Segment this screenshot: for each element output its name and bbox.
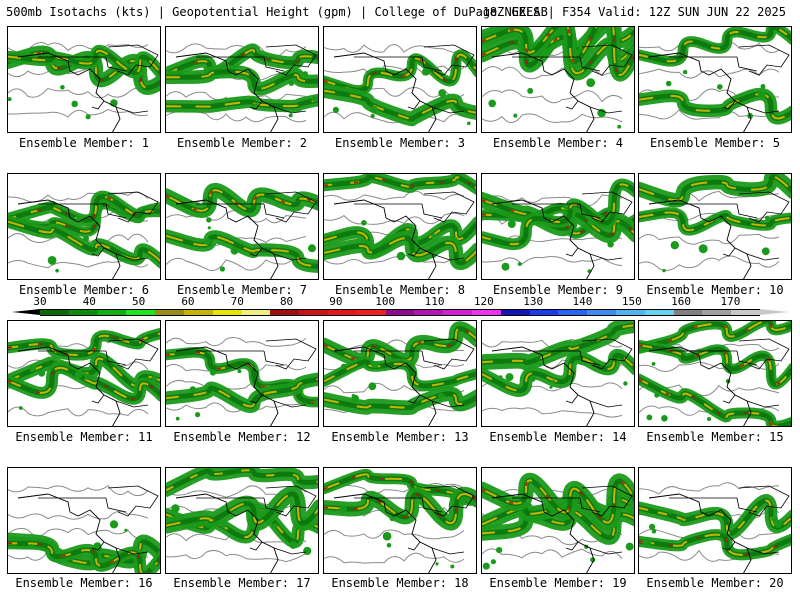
colorbar-tick-label: 60 xyxy=(181,295,195,308)
ensemble-member-label: Ensemble Member: 4 xyxy=(492,136,624,150)
colorbar-segment xyxy=(356,309,387,316)
colorbar-segment xyxy=(155,309,185,316)
ensemble-map-panel xyxy=(7,26,161,133)
ensemble-member-label: Ensemble Member: 5 xyxy=(649,136,781,150)
colorbar-segment xyxy=(97,309,127,316)
ensemble-map-panel xyxy=(323,320,477,427)
ensemble-member-label: Ensemble Member: 7 xyxy=(176,283,308,297)
ensemble-map-panel xyxy=(165,26,319,133)
colorbar-segment xyxy=(443,309,473,316)
colorbar-tick-label: 150 xyxy=(621,295,642,308)
valid-time: 18Z GEFS | F354 Valid: 12Z SUN JUN 22 20… xyxy=(482,5,786,19)
ensemble-member-label: Ensemble Member: 6 xyxy=(18,283,150,297)
colorbar-segment xyxy=(40,309,70,316)
colorbar-tick-label: 120 xyxy=(473,295,494,308)
colorbar-segment xyxy=(212,309,243,316)
ensemble-member-label: Ensemble Member: 14 xyxy=(489,430,627,444)
colorbar-segment xyxy=(558,309,588,316)
ensemble-map-panel xyxy=(481,320,635,427)
isotach-colorbar: 30 40 50 60 70 80 90 100 110 120 130 140 150 160 170 xyxy=(0,296,800,320)
ensemble-member-label: Ensemble Member: 20 xyxy=(646,576,784,590)
colorbar-tick-label: 30 xyxy=(33,295,47,308)
colorbar-segment xyxy=(472,309,502,316)
colorbar-segment xyxy=(587,309,617,316)
colorbar-segment xyxy=(328,309,358,316)
ensemble-member-label: Ensemble Member: 3 xyxy=(334,136,466,150)
colorbar-segment xyxy=(500,309,531,316)
colorbar-tick-label: 110 xyxy=(424,295,445,308)
ensemble-member-label: Ensemble Member: 15 xyxy=(646,430,784,444)
ensemble-member-label: Ensemble Member: 18 xyxy=(331,576,469,590)
ensemble-map-panel xyxy=(165,173,319,280)
ensemble-map-panel xyxy=(323,173,477,280)
ensemble-map-panel xyxy=(323,26,477,133)
colorbar-segment xyxy=(68,309,99,316)
colorbar-segment xyxy=(731,309,761,316)
colorbar-segment xyxy=(241,309,271,316)
ensemble-map-panel xyxy=(638,173,792,280)
ensemble-member-label: Ensemble Member: 10 xyxy=(646,283,784,297)
colorbar-tick-label: 90 xyxy=(329,295,343,308)
ensemble-map-panel xyxy=(481,467,635,574)
ensemble-member-label: Ensemble Member: 12 xyxy=(173,430,311,444)
ensemble-map-panel xyxy=(323,467,477,574)
ensemble-map-panel xyxy=(638,467,792,574)
ensemble-map-panel xyxy=(638,26,792,133)
colorbar-tick-label: 170 xyxy=(720,295,741,308)
colorbar-tick-label: 70 xyxy=(230,295,244,308)
map-header: 500mb Isotachs (kts) | Geopotential Heig… xyxy=(6,4,796,20)
colorbar-segment xyxy=(270,309,300,316)
colorbar-segment xyxy=(299,309,329,316)
colorbar-segment xyxy=(529,309,559,316)
colorbar-tick-label: 100 xyxy=(375,295,396,308)
ensemble-member-label: Ensemble Member: 11 xyxy=(15,430,153,444)
product-title: 500mb Isotachs (kts) | Geopotential Heig… xyxy=(6,5,548,19)
colorbar-segment xyxy=(644,309,675,316)
ensemble-member-label: Ensemble Member: 8 xyxy=(334,283,466,297)
ensemble-member-label: Ensemble Member: 19 xyxy=(489,576,627,590)
ensemble-member-label: Ensemble Member: 17 xyxy=(173,576,311,590)
ensemble-member-label: Ensemble Member: 9 xyxy=(492,283,624,297)
ensemble-member-label: Ensemble Member: 16 xyxy=(15,576,153,590)
ensemble-member-label: Ensemble Member: 2 xyxy=(176,136,308,150)
ensemble-map-panel xyxy=(481,173,635,280)
colorbar-tick-label: 140 xyxy=(572,295,593,308)
colorbar-right-arrow xyxy=(760,309,788,315)
colorbar-segment xyxy=(616,309,646,316)
ensemble-map-panel xyxy=(638,320,792,427)
colorbar-segment xyxy=(673,309,703,316)
colorbar-tick-label: 130 xyxy=(523,295,544,308)
colorbar-segment xyxy=(414,309,444,316)
ensemble-map-panel xyxy=(481,26,635,133)
ensemble-map-panel xyxy=(7,173,161,280)
ensemble-map-panel xyxy=(7,467,161,574)
colorbar-segment xyxy=(126,309,156,316)
colorbar-tick-label: 160 xyxy=(671,295,692,308)
ensemble-map-panel xyxy=(165,320,319,427)
ensemble-member-label: Ensemble Member: 13 xyxy=(331,430,469,444)
ensemble-map-panel xyxy=(165,467,319,574)
colorbar-segment xyxy=(385,309,415,316)
colorbar-segment xyxy=(702,309,732,316)
ensemble-member-label: Ensemble Member: 1 xyxy=(18,136,150,150)
colorbar-tick-label: 40 xyxy=(82,295,96,308)
colorbar-left-arrow xyxy=(12,309,40,315)
colorbar-tick-label: 80 xyxy=(279,295,294,308)
ensemble-map-panel xyxy=(7,320,161,427)
colorbar-tick-label: 50 xyxy=(132,295,146,308)
colorbar-segment xyxy=(184,309,214,316)
